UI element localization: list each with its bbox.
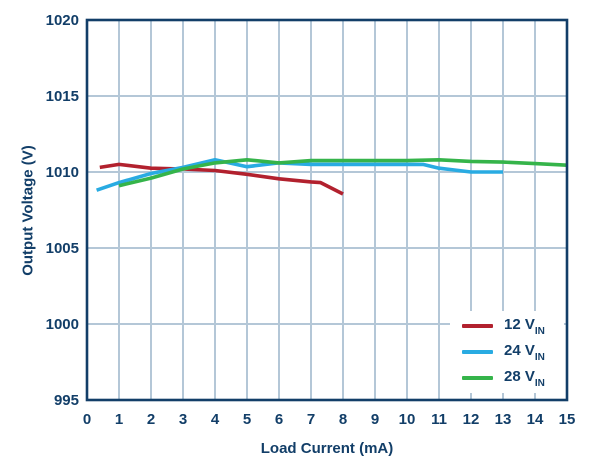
x-tick-label: 13 <box>495 411 512 428</box>
y-tick-label: 1010 <box>46 164 79 181</box>
x-tick-label: 6 <box>275 411 283 428</box>
series-line-28vin <box>118 158 568 188</box>
x-tick-label: 3 <box>179 411 187 428</box>
legend-swatch-28vin <box>462 376 493 380</box>
x-tick-label: 15 <box>559 411 576 428</box>
x-tick-label: 14 <box>527 411 544 428</box>
x-tick-label: 7 <box>307 411 315 428</box>
legend-swatch-24vin <box>462 350 493 354</box>
x-tick-label: 2 <box>147 411 155 428</box>
y-tick-label: 1020 <box>46 12 79 29</box>
series-line-12vin <box>99 162 344 196</box>
x-tick-label: 10 <box>399 411 416 428</box>
x-tick-label: 1 <box>115 411 123 428</box>
y-tick-label: 1005 <box>46 240 79 257</box>
legend-text-24vin: 24 V <box>504 342 535 359</box>
y-axis-title: Output Voltage (V) <box>19 145 37 276</box>
legend-item-28vin: 28 VIN <box>450 366 564 391</box>
legend-sub-12vin: IN <box>534 326 545 337</box>
legend-sub-28vin: IN <box>534 378 545 389</box>
x-tick-label: 4 <box>211 411 220 428</box>
legend-label-28vin: 28 VIN <box>504 368 545 389</box>
legend-item-24vin: 24 VIN <box>450 340 564 365</box>
legend-sub-24vin: IN <box>534 352 545 363</box>
legend-label-24vin: 24 VIN <box>504 342 545 363</box>
x-axis-title: Load Current (mA) <box>260 440 394 457</box>
legend-label-12vin: 12 VIN <box>504 316 545 337</box>
x-tick-label: 11 <box>431 411 447 428</box>
x-tick-label: 12 <box>463 411 480 428</box>
plot-border <box>85 18 569 402</box>
x-tick-label: 0 <box>83 411 91 428</box>
y-tick-label: 1000 <box>46 316 79 333</box>
x-tick-label: 5 <box>243 411 251 428</box>
x-tick-label: 8 <box>339 411 347 428</box>
y-tick-label: 1015 <box>46 88 79 105</box>
y-tick-label: 995 <box>54 392 79 409</box>
legend: 12 VIN 24 VIN 28 VIN <box>450 311 564 393</box>
legend-item-12vin: 12 VIN <box>450 314 564 339</box>
legend-text-12vin: 12 V <box>504 316 535 333</box>
series-line-24vin <box>96 158 503 192</box>
x-tick-label: 9 <box>371 411 379 428</box>
legend-text-28vin: 28 V <box>504 368 535 385</box>
legend-swatch-12vin <box>462 324 493 328</box>
